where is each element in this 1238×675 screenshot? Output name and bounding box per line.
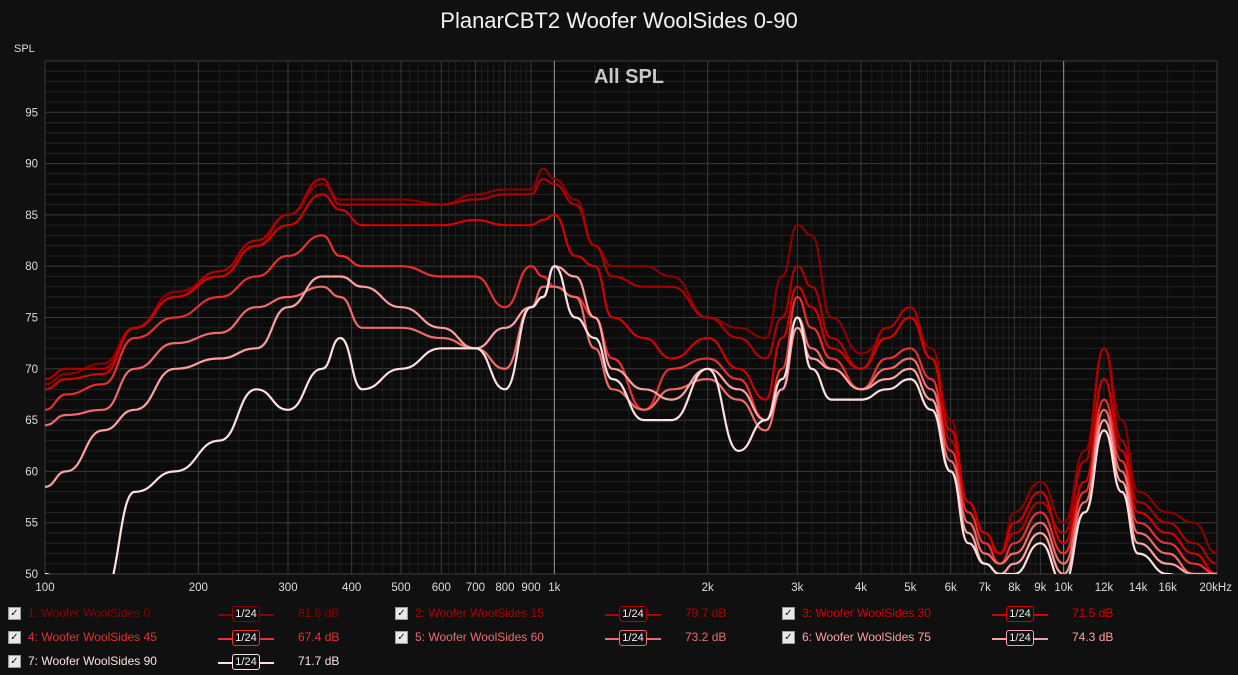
y-tick-label: 85 — [25, 210, 38, 222]
x-tick-label: 14k — [1129, 582, 1148, 594]
x-tick-label: 20kHz — [1199, 582, 1232, 594]
legend-checkbox[interactable]: ✓ — [782, 607, 795, 620]
y-tick-label: 50 — [25, 569, 38, 581]
legend-label: 2: Woofer WoolSides 15 — [415, 606, 544, 620]
series-line-6 — [45, 265, 1217, 574]
series-layer — [45, 167, 1217, 574]
series-line-4 — [45, 234, 1217, 574]
legend: ✓ 1: Woofer WoolSides 0 1/24 81.6 dB ✓ 2: Woo… — [0, 600, 1238, 675]
legend-item[interactable]: ✓ 5: Woofer WoolSides 60 1/24 73.2 dB — [395, 628, 765, 648]
legend-item[interactable]: ✓ 4: Woofer WoolSides 45 1/24 67.4 dB — [8, 628, 378, 648]
x-tick-label: 4k — [855, 582, 867, 594]
legend-level-value: 74.3 dB — [1072, 630, 1114, 644]
legend-label: 6: Woofer WoolSides 75 — [802, 630, 931, 644]
legend-label: 3: Woofer WoolSides 30 — [802, 606, 931, 620]
legend-level-value: 67.4 dB — [298, 630, 340, 644]
smoothing-selector[interactable]: 1/24 — [992, 629, 1048, 647]
y-tick-label: 75 — [25, 313, 38, 325]
smoothing-value: 1/24 — [619, 606, 647, 622]
y-tick-label: 60 — [25, 466, 38, 478]
x-tick-label: 300 — [278, 582, 297, 594]
x-tick-label: 800 — [495, 582, 514, 594]
legend-level-value: 79.7 dB — [685, 606, 727, 620]
legend-checkbox[interactable]: ✓ — [8, 607, 21, 620]
legend-checkbox[interactable]: ✓ — [8, 631, 21, 644]
y-tick-label: 55 — [25, 518, 38, 530]
series-line-1 — [45, 167, 1217, 555]
series-line-2 — [45, 177, 1217, 565]
x-tick-label: 2k — [702, 582, 714, 594]
legend-level-value: 81.6 dB — [298, 606, 340, 620]
legend-item[interactable]: ✓ 3: Woofer WoolSides 30 1/24 71.5 dB — [782, 604, 1152, 624]
legend-item[interactable]: ✓ 2: Woofer WoolSides 15 1/24 79.7 dB — [395, 604, 765, 624]
x-tick-label: 600 — [432, 582, 451, 594]
legend-label: 7: Woofer WoolSides 90 — [28, 654, 157, 668]
x-tick-label: 900 — [521, 582, 540, 594]
smoothing-value: 1/24 — [1006, 606, 1034, 622]
y-tick-label: 65 — [25, 415, 38, 427]
smoothing-selector[interactable]: 1/24 — [605, 605, 661, 623]
y-tick-label: 95 — [25, 107, 38, 119]
smoothing-selector[interactable]: 1/24 — [218, 605, 274, 623]
smoothing-value: 1/24 — [232, 630, 260, 646]
y-tick-label: 80 — [25, 261, 38, 273]
smoothing-value: 1/24 — [1006, 630, 1034, 646]
smoothing-selector[interactable]: 1/24 — [218, 629, 274, 647]
plot-area[interactable]: All SPL 100 200 300 400 500 600 700 800 900 1k 2k 3… — [0, 0, 1238, 600]
x-tick-label: 100 — [35, 582, 54, 594]
legend-item[interactable]: ✓ 7: Woofer WoolSides 90 1/24 71.7 dB — [8, 652, 378, 672]
smoothing-selector[interactable]: 1/24 — [605, 629, 661, 647]
overlay-label: All SPL — [594, 66, 664, 88]
legend-item[interactable]: ✓ 6: Woofer WoolSides 75 1/24 74.3 dB — [782, 628, 1152, 648]
smoothing-value: 1/24 — [619, 630, 647, 646]
smoothing-selector[interactable]: 1/24 — [218, 653, 274, 671]
smoothing-value: 1/24 — [232, 654, 260, 670]
tick-layer: 100 200 300 400 500 600 700 800 900 1k 2k 3k 4k 5k 6k 7… — [25, 107, 1232, 594]
legend-level-value: 71.5 dB — [1072, 606, 1114, 620]
x-tick-label: 400 — [342, 582, 361, 594]
x-tick-label: 8k — [1008, 582, 1020, 594]
legend-item[interactable]: ✓ 1: Woofer WoolSides 0 1/24 81.6 dB — [8, 604, 378, 624]
y-axis-unit-label: SPL — [14, 43, 35, 55]
x-tick-label: 200 — [189, 582, 208, 594]
x-tick-label: 7k — [979, 582, 991, 594]
legend-level-value: 71.7 dB — [298, 654, 340, 668]
chart-title: PlanarCBT2 Woofer WoolSides 0-90 — [440, 8, 798, 33]
legend-label: 1: Woofer WoolSides 0 — [28, 606, 151, 620]
x-tick-label: 16k — [1158, 582, 1177, 594]
y-tick-label: 90 — [25, 159, 38, 171]
x-tick-label: 500 — [391, 582, 410, 594]
x-tick-label: 9k — [1034, 582, 1046, 594]
x-tick-label: 1k — [548, 582, 560, 594]
legend-checkbox[interactable]: ✓ — [8, 655, 21, 668]
legend-label: 5: Woofer WoolSides 60 — [415, 630, 544, 644]
x-tick-label: 10k — [1054, 582, 1073, 594]
x-tick-label: 5k — [904, 582, 916, 594]
legend-checkbox[interactable]: ✓ — [395, 607, 408, 620]
x-tick-label: 6k — [945, 582, 957, 594]
y-tick-label: 70 — [25, 364, 38, 376]
legend-level-value: 73.2 dB — [685, 630, 727, 644]
series-line-7 — [45, 265, 1175, 574]
legend-checkbox[interactable]: ✓ — [782, 631, 795, 644]
x-tick-label: 700 — [466, 582, 485, 594]
smoothing-value: 1/24 — [232, 606, 260, 622]
legend-label: 4: Woofer WoolSides 45 — [28, 630, 157, 644]
x-tick-label: 12k — [1095, 582, 1114, 594]
grid-layer — [44, 60, 1218, 575]
series-line-3 — [45, 193, 1217, 574]
x-tick-label: 3k — [791, 582, 803, 594]
series-line-5 — [45, 285, 1217, 574]
smoothing-selector[interactable]: 1/24 — [992, 605, 1048, 623]
legend-checkbox[interactable]: ✓ — [395, 631, 408, 644]
